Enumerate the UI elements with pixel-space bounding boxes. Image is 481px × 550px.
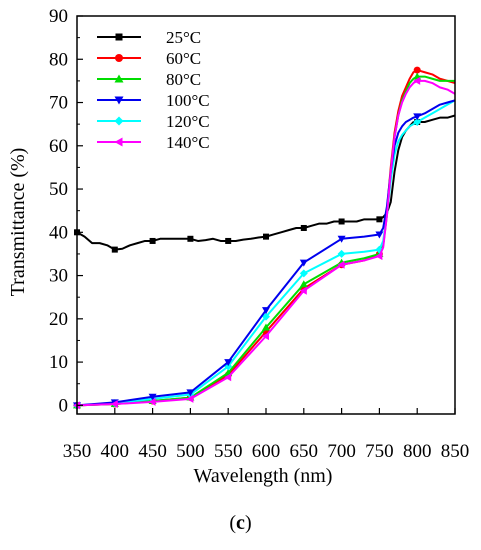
x-tick-label: 550 (214, 441, 243, 462)
x-tick-label: 700 (327, 441, 356, 462)
data-point (263, 233, 269, 240)
series-line (76, 99, 456, 407)
data-point (225, 237, 232, 244)
legend-item: 25°C (97, 28, 201, 47)
data-point (337, 249, 346, 258)
data-point (299, 269, 308, 278)
data-point (413, 76, 421, 85)
data-point (148, 397, 156, 406)
data-point (338, 218, 345, 225)
data-point (337, 235, 346, 243)
y-tick-label: 10 (49, 352, 68, 373)
data-point (111, 246, 118, 253)
data-point (413, 66, 421, 74)
legend-label: 80°C (166, 70, 201, 89)
data-point (187, 235, 194, 242)
y-tick-label: 30 (49, 266, 68, 287)
legend-swatch-marker (114, 116, 124, 126)
y-axis-title: Transmittance (%) (7, 148, 29, 297)
y-tick-label: 70 (49, 93, 68, 114)
y-tick-label: 80 (49, 49, 68, 70)
x-tick-label: 600 (252, 441, 281, 462)
legend-item: 100°C (97, 91, 210, 110)
legend-label: 120°C (166, 112, 210, 131)
legend-item: 140°C (97, 133, 210, 152)
series-line (76, 99, 456, 407)
data-point (299, 286, 307, 295)
y-tick-label: 0 (59, 395, 69, 416)
legend-swatch-marker (114, 137, 123, 147)
y-tick-label: 20 (49, 309, 68, 330)
data-point (224, 359, 233, 367)
legend-swatch-marker (114, 96, 124, 105)
data-point (262, 307, 270, 315)
data-point (376, 216, 383, 223)
series-140C-group (73, 76, 456, 410)
x-tick-label: 650 (290, 441, 319, 462)
x-tick-label: 450 (138, 441, 167, 462)
data-point (186, 394, 194, 403)
legend-label: 140°C (166, 133, 210, 152)
series-120C-group (73, 99, 456, 410)
legend: 25°C 60°C 80°C 100°C 120°C 140°C (97, 28, 210, 152)
x-tick-label: 800 (403, 441, 432, 462)
data-point (148, 393, 157, 401)
plot-layer (73, 66, 456, 410)
axes-layer: 350 400 450 500 550 600 650 700 750 800 850 0 10 20 30… (49, 6, 469, 462)
data-point (186, 389, 195, 397)
panel-label-open: ( (229, 512, 237, 534)
series-line (76, 75, 455, 407)
data-point (110, 400, 118, 409)
data-point (413, 113, 422, 121)
y-tick-label: 50 (49, 179, 68, 200)
plot-frame (76, 15, 456, 415)
legend-label: 60°C (166, 49, 201, 68)
data-point (262, 312, 270, 321)
series-line (76, 79, 456, 407)
data-point (375, 252, 383, 261)
legend-swatch-marker (114, 74, 124, 83)
x-axis-title: Wavelength (nm) (194, 465, 333, 487)
y-tick-label: 60 (49, 136, 68, 157)
x-tick-label: 350 (63, 441, 92, 462)
data-point (413, 117, 422, 126)
panel-label: (c) (0, 512, 481, 535)
x-tick-label: 850 (441, 441, 470, 462)
y-tick-label: 40 (49, 222, 68, 243)
x-tick-label: 400 (101, 441, 130, 462)
data-point (149, 237, 156, 244)
legend-swatch-marker (115, 54, 123, 62)
data-point (299, 280, 308, 288)
data-point (299, 259, 308, 267)
data-point (300, 224, 307, 231)
x-tick-label: 500 (176, 441, 205, 462)
legend-label: 25°C (166, 28, 201, 47)
data-point (224, 373, 232, 382)
legend-item: 60°C (97, 49, 201, 68)
x-tick-label: 750 (365, 441, 394, 462)
data-point (375, 231, 384, 239)
series-line (76, 114, 456, 251)
data-point (262, 323, 270, 331)
legend-label: 100°C (166, 91, 210, 110)
panel-label-letter: c (236, 512, 245, 534)
legend-item: 120°C (97, 112, 210, 131)
legend-swatch-marker (115, 33, 123, 41)
data-point (262, 332, 269, 341)
y-tick-label: 90 (49, 6, 68, 27)
panel-label-close: ) (244, 512, 252, 534)
data-point (337, 260, 345, 269)
legend-item: 80°C (97, 70, 201, 89)
